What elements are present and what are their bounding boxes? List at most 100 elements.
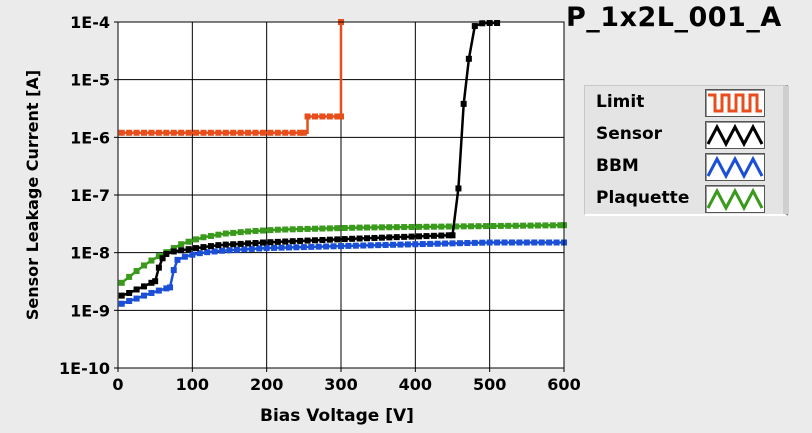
data-point	[423, 223, 430, 230]
x-tick-label: 100	[176, 375, 209, 394]
data-point	[300, 244, 307, 251]
data-point	[193, 129, 200, 136]
data-point	[155, 287, 162, 294]
data-point	[323, 243, 330, 250]
data-point	[141, 283, 148, 290]
data-point	[520, 222, 527, 229]
data-point	[360, 242, 367, 249]
data-point	[193, 245, 200, 252]
data-point	[148, 279, 155, 286]
legend-item-sensor[interactable]: Sensor	[585, 118, 785, 150]
data-point	[338, 113, 344, 120]
data-point	[494, 239, 501, 246]
data-point	[237, 129, 244, 136]
data-point	[226, 247, 233, 254]
data-point	[230, 129, 237, 136]
data-point	[430, 223, 437, 230]
series-layer	[118, 19, 567, 307]
data-point	[308, 243, 315, 250]
legend-label: BBM	[596, 156, 639, 176]
x-tick-label: 200	[250, 375, 283, 394]
data-point	[486, 20, 493, 27]
data-point	[449, 232, 456, 239]
data-point	[475, 223, 482, 230]
data-point	[148, 257, 155, 264]
data-point	[311, 225, 318, 232]
legend-swatch-sensor[interactable]	[705, 121, 765, 149]
legend-label: Sensor	[596, 124, 663, 144]
data-point	[282, 238, 289, 245]
data-point	[289, 226, 296, 233]
data-point	[438, 223, 445, 230]
data-point	[274, 238, 281, 245]
series-plaquette	[118, 222, 567, 286]
x-axis: 0 100 200 300 400 500 600	[112, 368, 581, 394]
data-point	[438, 232, 445, 239]
legend-item-bbm[interactable]: BBM	[585, 150, 785, 182]
data-point	[449, 240, 456, 247]
series-bbm	[118, 239, 567, 307]
data-point	[386, 224, 393, 231]
data-point	[152, 278, 159, 285]
legend-swatch-plaquette[interactable]	[705, 185, 765, 213]
data-point	[382, 241, 389, 248]
data-point	[501, 239, 508, 246]
legend-swatch-bbm[interactable]	[705, 153, 765, 181]
data-point	[193, 236, 200, 243]
data-point	[126, 298, 133, 305]
data-point	[259, 227, 266, 234]
data-point	[133, 286, 140, 293]
data-point	[256, 245, 263, 252]
data-point	[465, 55, 472, 62]
data-point	[352, 242, 359, 249]
data-point	[185, 238, 192, 245]
data-point	[245, 228, 252, 235]
legend-item-limit[interactable]: Limit	[585, 86, 785, 118]
legend-item-plaquette[interactable]: Plaquette	[585, 182, 785, 214]
data-point	[393, 224, 400, 231]
data-point	[230, 241, 237, 248]
data-point	[274, 226, 281, 233]
data-point	[311, 237, 318, 244]
legend-scrollbar[interactable]	[783, 86, 789, 214]
y-tick-label: 1E-9	[70, 301, 110, 320]
data-point	[259, 239, 266, 246]
data-point	[367, 242, 374, 249]
data-point	[211, 248, 218, 255]
data-point	[349, 235, 356, 242]
data-point	[341, 224, 348, 231]
series-sensor	[118, 20, 501, 299]
data-point	[338, 243, 344, 250]
data-point	[304, 225, 311, 232]
data-point	[174, 256, 181, 263]
data-point	[386, 234, 393, 241]
data-point	[534, 222, 541, 229]
data-point	[512, 222, 519, 229]
legend: Limit Sensor BBM Plaquette	[584, 85, 789, 216]
data-point	[408, 223, 415, 230]
data-point	[364, 235, 371, 242]
data-point	[159, 255, 166, 262]
data-point	[297, 129, 304, 136]
data-point	[289, 238, 296, 245]
data-point	[479, 239, 486, 246]
data-point	[393, 234, 400, 241]
series-line	[121, 22, 343, 135]
data-point	[378, 224, 385, 231]
data-point	[460, 100, 467, 107]
data-point	[486, 239, 493, 246]
data-point	[330, 243, 337, 250]
data-point	[471, 23, 478, 30]
data-point	[263, 245, 270, 252]
data-point	[118, 300, 125, 307]
y-tick-label: 1E-4	[70, 13, 110, 32]
y-tick-label: 1E-5	[70, 71, 110, 90]
data-point	[178, 129, 185, 136]
data-point	[241, 246, 248, 253]
data-point	[252, 227, 259, 234]
legend-swatch-limit[interactable]	[705, 89, 765, 117]
data-point	[434, 240, 441, 247]
data-point	[416, 233, 423, 240]
data-point	[326, 225, 333, 232]
y-tick-label: 1E-6	[70, 128, 110, 147]
